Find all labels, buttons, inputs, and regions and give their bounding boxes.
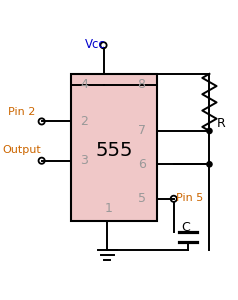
Text: 555: 555 xyxy=(95,140,133,160)
Text: 7: 7 xyxy=(138,124,146,137)
Bar xyxy=(71,74,157,221)
Text: 5: 5 xyxy=(138,192,146,205)
Text: 2: 2 xyxy=(80,115,89,128)
Text: Vcc: Vcc xyxy=(84,38,105,51)
Circle shape xyxy=(207,128,212,134)
Circle shape xyxy=(207,162,212,167)
Text: Pin 5: Pin 5 xyxy=(176,193,203,202)
Text: 4: 4 xyxy=(80,78,89,91)
Text: 1: 1 xyxy=(104,202,112,215)
Text: 6: 6 xyxy=(138,158,146,171)
Text: 8: 8 xyxy=(138,78,146,91)
Text: Output: Output xyxy=(2,145,41,155)
Text: C: C xyxy=(181,221,190,234)
Text: R: R xyxy=(217,117,225,130)
Text: Pin 2: Pin 2 xyxy=(8,107,36,117)
Text: 3: 3 xyxy=(80,154,89,167)
